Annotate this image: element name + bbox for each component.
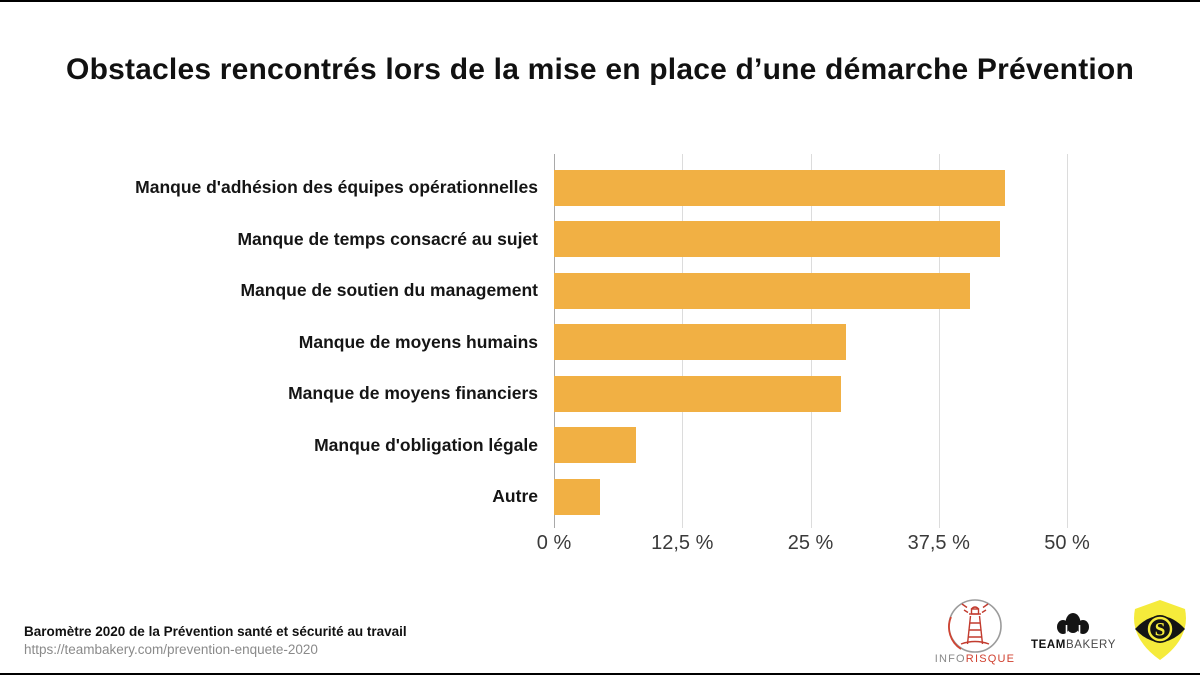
inforisque-logo: INFORISQUE bbox=[931, 597, 1019, 665]
category-label: Manque de moyens financiers bbox=[288, 383, 538, 404]
bar-row bbox=[554, 162, 1067, 214]
category-label: Manque d'adhésion des équipes opérationn… bbox=[135, 177, 538, 198]
source-url: https://teambakery.com/prevention-enquet… bbox=[24, 642, 318, 657]
plot-area bbox=[554, 154, 1068, 528]
category-label: Manque de temps consacré au sujet bbox=[237, 228, 538, 249]
category-label: Autre bbox=[492, 486, 538, 507]
x-tick-label: 0 % bbox=[536, 532, 572, 554]
lighthouse-icon bbox=[948, 599, 1002, 653]
x-tick-label: 25 % bbox=[787, 532, 834, 554]
x-tick-label: 50 % bbox=[1044, 532, 1090, 554]
source-footer: Baromètre 2020 de la Prévention santé et… bbox=[24, 624, 407, 657]
bar-row bbox=[554, 317, 1067, 369]
category-label: Manque de soutien du management bbox=[240, 280, 538, 301]
bar-row bbox=[554, 420, 1067, 472]
svg-text:S: S bbox=[1155, 620, 1166, 641]
category-label: Manque de moyens humains bbox=[298, 331, 538, 352]
eye-shield-logo: S bbox=[1128, 598, 1192, 664]
bar bbox=[554, 169, 1006, 206]
bar-row bbox=[554, 265, 1067, 317]
x-tick-label: 12,5 % bbox=[651, 532, 714, 554]
bars bbox=[554, 154, 1067, 522]
inforisque-wordmark: INFORISQUE bbox=[934, 653, 1016, 665]
brioche-icon bbox=[1057, 613, 1090, 634]
teambakery-wordmark: TEAMBAKERY bbox=[1030, 639, 1116, 651]
bar-row bbox=[554, 214, 1067, 266]
eye-shield-icon: S bbox=[1134, 600, 1186, 660]
bar bbox=[554, 272, 970, 309]
gridline bbox=[938, 154, 940, 528]
bar bbox=[554, 324, 847, 361]
teambakery-logo: TEAMBAKERY bbox=[1031, 611, 1116, 651]
category-label: Manque d'obligation légale bbox=[314, 434, 538, 455]
bar bbox=[554, 375, 842, 412]
bar-row bbox=[554, 471, 1067, 523]
gridline bbox=[1067, 154, 1068, 528]
source-title: Baromètre 2020 de la Prévention santé et… bbox=[24, 624, 407, 639]
bar-row bbox=[554, 368, 1067, 420]
x-axis-tick-labels: 0 % 12,5 % 25 % 37,5 % 50 % bbox=[537, 532, 1090, 558]
category-labels: Manque d'adhésion des équipes opérationn… bbox=[0, 154, 554, 523]
logos: INFORISQUE TEAMBAKERY bbox=[931, 597, 1192, 665]
bar bbox=[554, 427, 637, 464]
bar bbox=[554, 478, 601, 515]
chart-title: Obstacles rencontrés lors de la mise en … bbox=[66, 53, 1134, 86]
bar bbox=[554, 221, 1001, 258]
x-tick-label: 37,5 % bbox=[907, 532, 970, 554]
